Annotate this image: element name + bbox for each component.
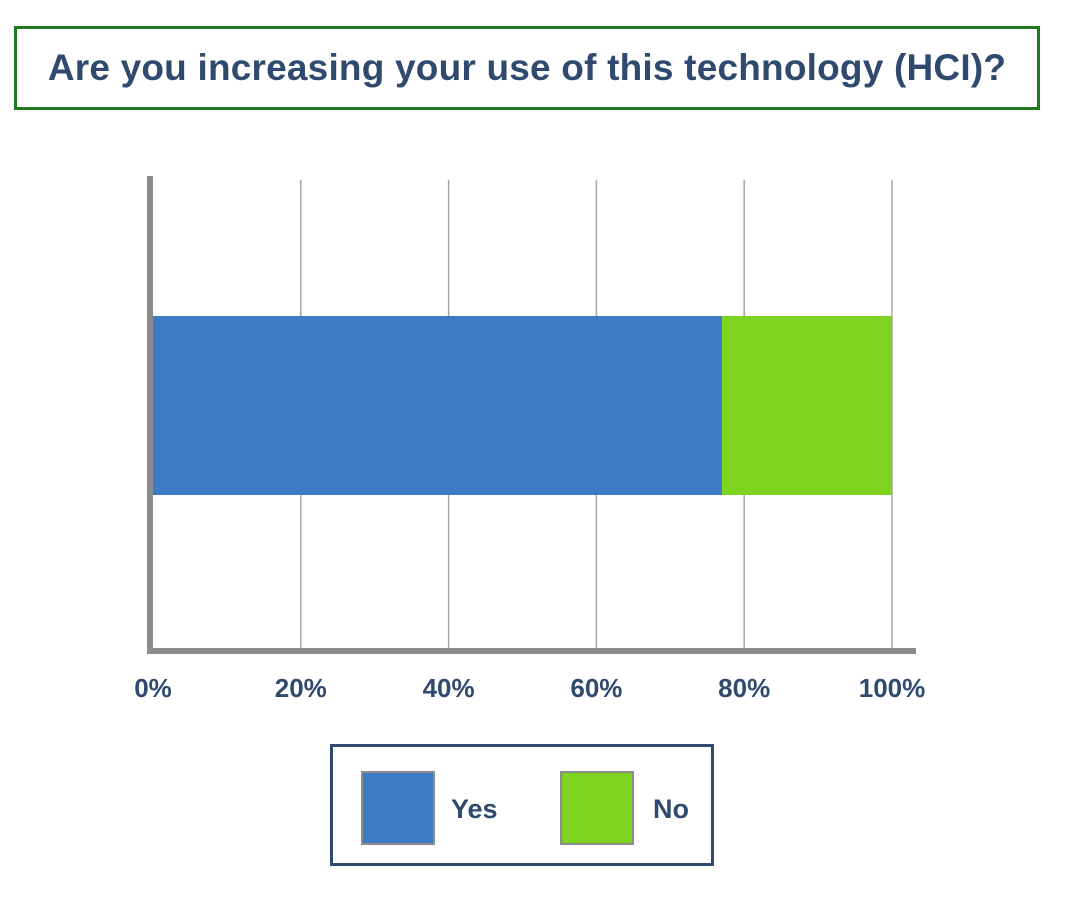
bar-no [722, 316, 892, 495]
x-tick-label: 40% [423, 673, 475, 703]
bar-yes [153, 316, 723, 495]
legend-swatch-yes [361, 771, 435, 845]
x-tick-label: 80% [718, 673, 770, 703]
x-tick-label: 20% [275, 673, 327, 703]
axes [147, 176, 916, 654]
x-tick-labels: 0% 20% 40% 60% 80% 100% [134, 673, 925, 703]
x-tick-label: 100% [859, 673, 926, 703]
x-tick-label: 0% [134, 673, 172, 703]
legend-swatch-no [560, 771, 634, 845]
bars [153, 316, 892, 495]
chart-plot: 0% 20% 40% 60% 80% 100% [134, 176, 925, 703]
chart-title: Are you increasing your use of this tech… [47, 47, 1007, 88]
legend-label-yes: Yes [451, 794, 498, 824]
chart-title-box: Are you increasing your use of this tech… [14, 26, 1040, 110]
legend-label-no: No [653, 794, 689, 824]
legend: Yes No [330, 744, 714, 866]
x-tick-label: 60% [570, 673, 622, 703]
